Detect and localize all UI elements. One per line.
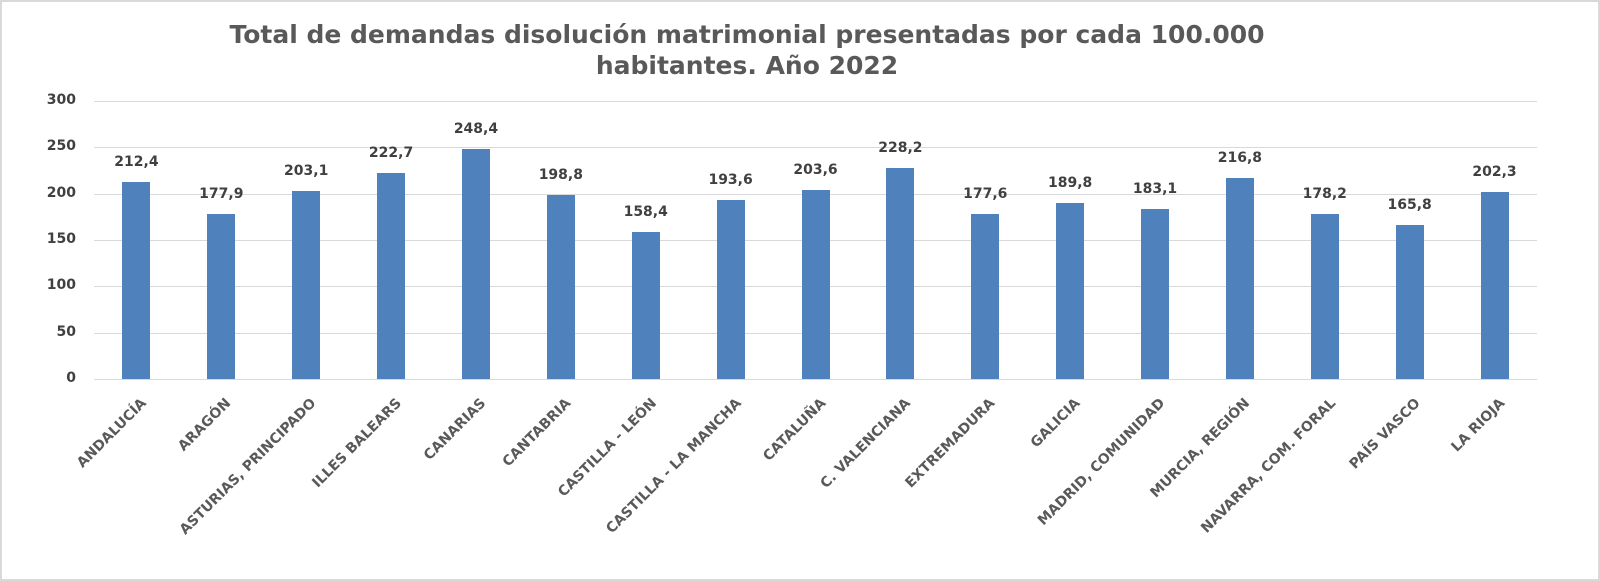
bar xyxy=(546,194,575,379)
y-tick-label: 100 xyxy=(46,277,76,294)
y-tick-label: 250 xyxy=(46,138,76,155)
data-label: 203,6 xyxy=(793,162,838,179)
data-label: 178,2 xyxy=(1302,185,1347,202)
bar xyxy=(122,182,151,379)
bar xyxy=(1395,225,1424,379)
bar xyxy=(716,199,745,379)
chart-title: Total de demandas disolución matrimonial… xyxy=(2,19,1492,81)
chart-title-line-1: Total de demandas disolución matrimonial… xyxy=(229,20,1265,49)
bar xyxy=(801,190,830,379)
data-label: 203,1 xyxy=(284,162,329,179)
data-label: 183,1 xyxy=(1132,181,1178,198)
data-label: 228,2 xyxy=(878,139,923,156)
data-label: 177,9 xyxy=(199,186,244,203)
data-label: 198,8 xyxy=(538,166,583,183)
data-label: 202,3 xyxy=(1472,163,1517,180)
data-label: 158,4 xyxy=(623,204,668,221)
y-tick-label: 300 xyxy=(46,92,76,108)
data-label: 193,6 xyxy=(708,171,753,188)
gridline xyxy=(94,101,1537,102)
bar xyxy=(631,232,660,379)
data-label: 248,4 xyxy=(453,120,499,137)
gridline xyxy=(94,379,1537,380)
bar xyxy=(461,148,490,379)
y-tick-label: 200 xyxy=(46,184,76,201)
bar xyxy=(207,214,236,379)
bar xyxy=(971,214,1000,379)
data-label: 165,8 xyxy=(1387,197,1432,214)
bar xyxy=(1310,213,1339,379)
bar xyxy=(1225,178,1254,379)
bar xyxy=(1056,203,1085,379)
y-tick-label: 150 xyxy=(46,231,76,247)
bar xyxy=(292,190,321,379)
bar xyxy=(1141,209,1170,379)
data-label: 189,8 xyxy=(1047,175,1093,192)
y-tick-label: 50 xyxy=(56,323,76,340)
data-label: 177,6 xyxy=(963,186,1008,203)
chart-title-line-2: habitantes. Año 2022 xyxy=(595,51,899,80)
y-tick-label: 0 xyxy=(66,370,76,386)
data-label: 212,4 xyxy=(114,154,159,171)
gridline xyxy=(94,147,1537,149)
bar xyxy=(377,172,406,379)
data-label: 216,8 xyxy=(1217,150,1263,167)
bar xyxy=(1480,191,1509,379)
bar xyxy=(886,167,915,379)
plot-area: 212,4 177,9 203,1 222,7 248,4 198,8 158,4 193,6… xyxy=(94,101,1537,380)
data-label: 222,7 xyxy=(368,144,414,161)
